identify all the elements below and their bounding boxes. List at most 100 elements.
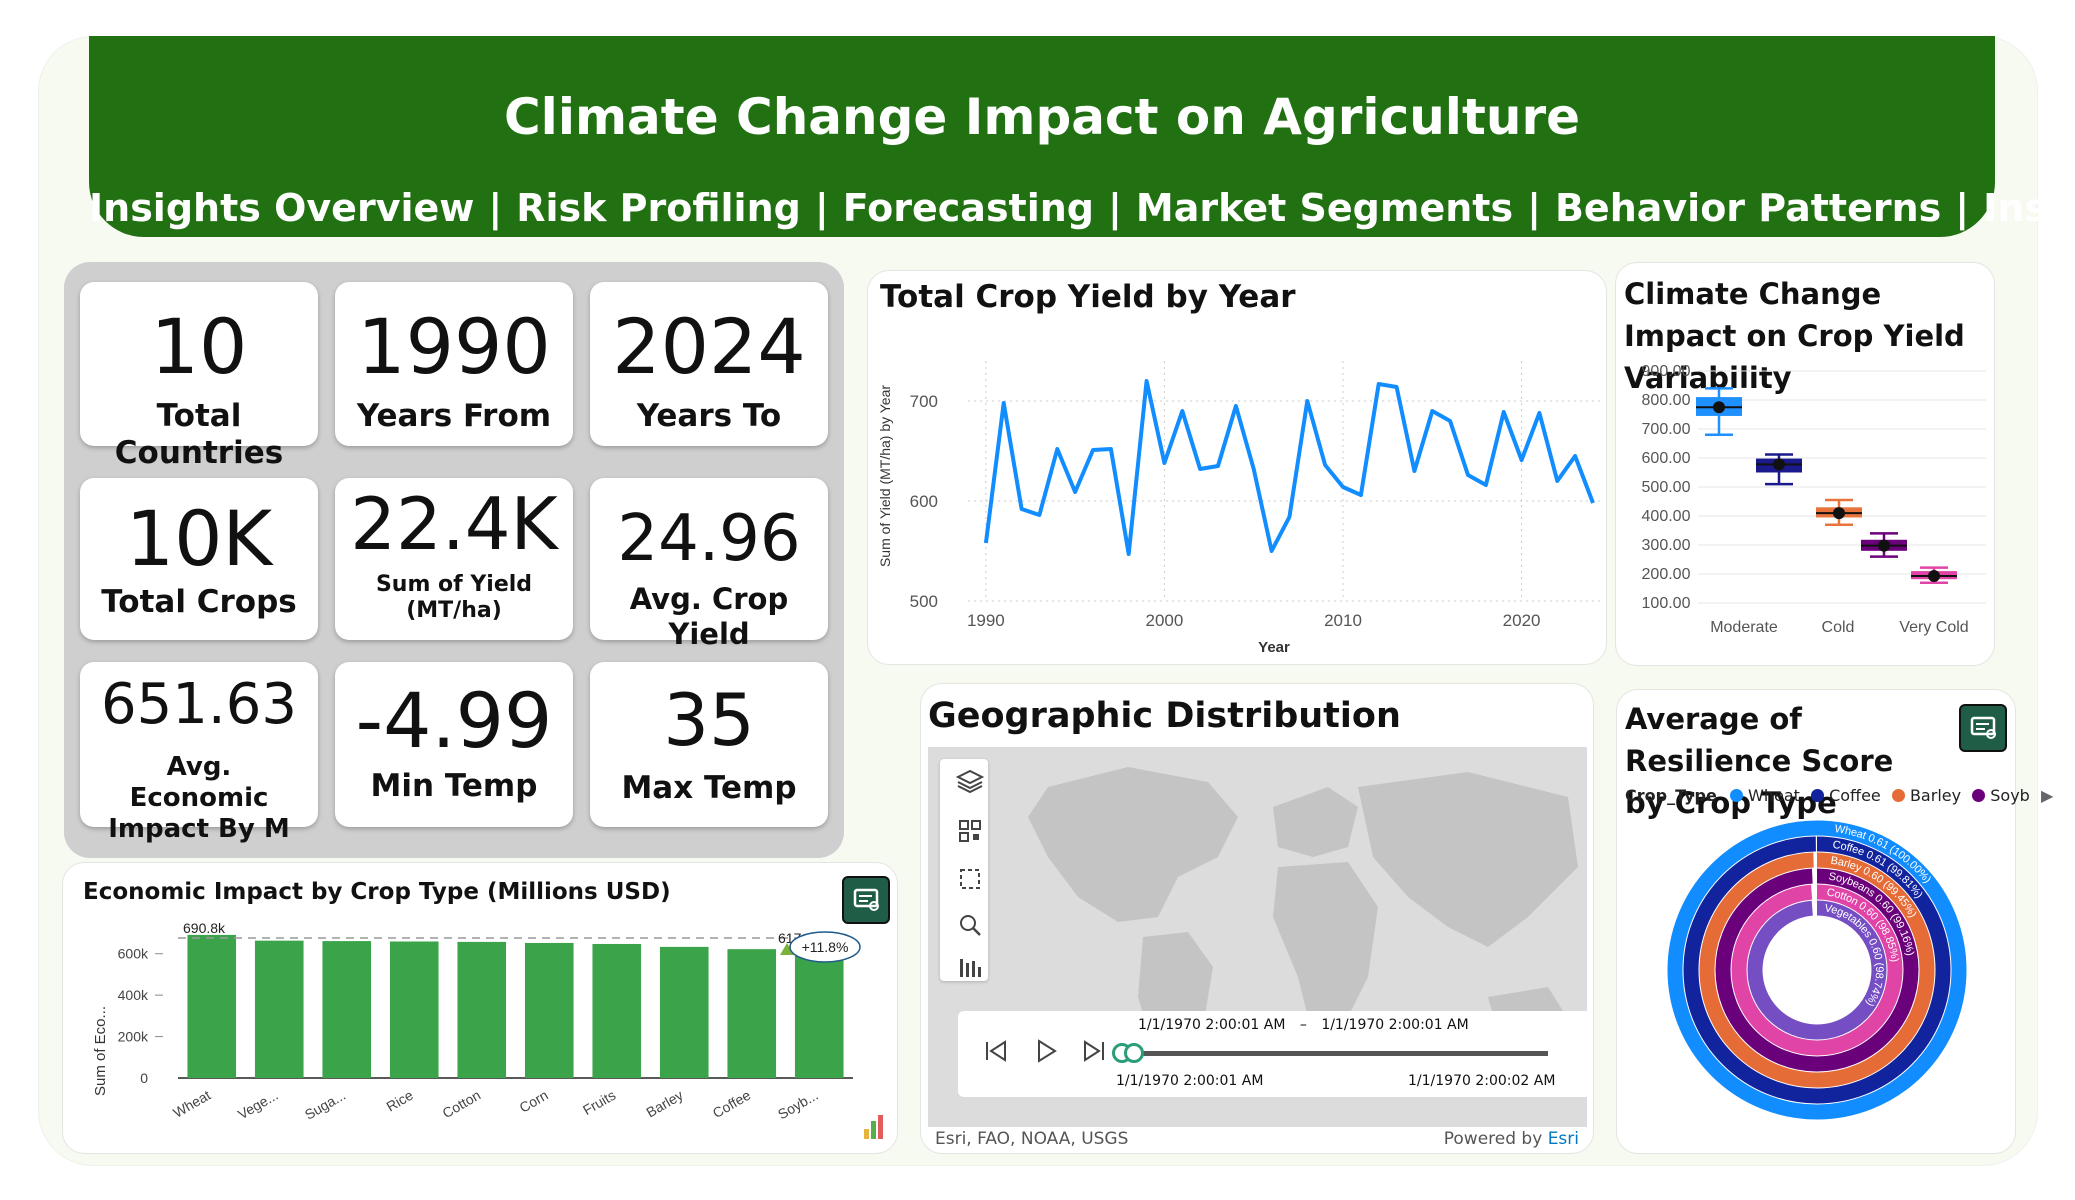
- kpi-value: 35: [663, 678, 755, 762]
- bar[interactable]: [254, 940, 304, 1078]
- bar[interactable]: [727, 949, 777, 1078]
- box-plot-item[interactable]: [1816, 498, 1862, 526]
- bar[interactable]: [389, 941, 439, 1078]
- nav-separator: |: [488, 186, 503, 230]
- select-area-icon[interactable]: [954, 863, 986, 895]
- layers-icon[interactable]: [954, 765, 986, 797]
- bar[interactable]: [322, 941, 372, 1078]
- radial-chart-card[interactable]: Average of Resilience Score by Crop Type…: [1616, 689, 2053, 1154]
- box-plot-item[interactable]: [1696, 387, 1742, 437]
- qr-grid-icon[interactable]: [954, 815, 986, 847]
- bar-xtick-label: Soyb...: [775, 1087, 821, 1123]
- box-xtick-label: Moderate: [1710, 619, 1778, 636]
- bar-chart-plot: 0 200k 400k 600k Wheat Vege... Suga... Rice Cot…: [92, 920, 883, 1139]
- nav-separator: |: [1108, 186, 1122, 230]
- bar[interactable]: [659, 946, 709, 1078]
- bar[interactable]: [794, 950, 844, 1078]
- bar-xtick-label: Rice: [383, 1087, 415, 1115]
- box-ytick-label: 300.00: [1642, 537, 1691, 554]
- line-ytick-label: 700: [910, 392, 938, 411]
- kpi-max-temp[interactable]: 35 Max Temp: [590, 662, 828, 827]
- kpi-years-to[interactable]: 2024 Years To: [590, 282, 828, 446]
- time-dash: –: [1299, 1017, 1307, 1033]
- box-chart-card[interactable]: Climate Change Impact on Crop Yield Vari…: [1615, 262, 1995, 666]
- esri-link[interactable]: Esri: [1547, 1129, 1579, 1149]
- variance-badge[interactable]: [789, 931, 861, 963]
- kpi-sum-of-yield[interactable]: 22.4K Sum of Yield (MT/ha): [335, 478, 573, 640]
- map-area[interactable]: 1/1/1970 2:00:01 AM – 1/1/1970 2:00:01 A…: [928, 747, 1587, 1127]
- kpi-label: Total Crops: [101, 584, 297, 620]
- bar[interactable]: [592, 943, 642, 1078]
- map-card[interactable]: Geographic Distribution: [920, 683, 1594, 1154]
- variance-arrow-icon: [780, 943, 794, 955]
- box-plot-item[interactable]: [1911, 566, 1957, 584]
- line-chart-card[interactable]: Total Crop Yield by Year 500 600 700 1990 2…: [867, 270, 1607, 665]
- map-toolbar: [940, 759, 988, 981]
- radial-bar[interactable]: [1715, 868, 1919, 1072]
- radial-bar[interactable]: [1731, 884, 1903, 1056]
- kpi-avg-crop-yield[interactable]: 24.96 Avg. Crop Yield: [590, 478, 828, 651]
- box-plot-item[interactable]: [1861, 532, 1907, 558]
- kpi-panel: 10 Total Countries 1990 Years From 2024 …: [64, 262, 844, 858]
- nav-risk-profiling[interactable]: Risk Profiling: [516, 186, 801, 230]
- bar-ytick-label: 0: [140, 1070, 148, 1086]
- bar[interactable]: [524, 942, 574, 1078]
- bar-xtick-label: Fruits: [580, 1087, 618, 1118]
- play-icon[interactable]: [1032, 1037, 1060, 1065]
- line-chart-series[interactable]: [983, 379, 1595, 556]
- kpi-min-temp[interactable]: -4.99 Min Temp: [335, 662, 573, 827]
- kpi-avg-economic-impact[interactable]: 651.63 Avg. Economic Impact By M: [80, 662, 318, 844]
- legend-item-barley[interactable]: Barley: [1891, 786, 1961, 805]
- bar-chart-ylabel: Sum of Eco...: [92, 1006, 109, 1096]
- kpi-total-crops[interactable]: 10K Total Crops: [80, 478, 318, 640]
- radial-bar[interactable]: [1683, 836, 1951, 1104]
- time-slider-panel: 1/1/1970 2:00:01 AM – 1/1/1970 2:00:01 A…: [958, 1011, 1587, 1097]
- box-plot-item[interactable]: [1756, 453, 1802, 486]
- bar-xtick-label: Suga...: [302, 1087, 348, 1123]
- bar[interactable]: [457, 941, 507, 1078]
- box-xtick-label: Very Cold: [1899, 619, 1968, 636]
- bar-first-label: 690.8k: [183, 920, 226, 936]
- bar[interactable]: [187, 934, 237, 1078]
- radial-bar[interactable]: [1667, 820, 1967, 1120]
- bar-xtick-label: Coffee: [710, 1087, 754, 1121]
- nav-separator: |: [814, 186, 829, 230]
- radial-bar[interactable]: [1747, 900, 1887, 1040]
- smart-narrative-icon[interactable]: [842, 876, 890, 924]
- bar-chart-card[interactable]: Economic Impact by Crop Type (Millions U…: [62, 862, 898, 1154]
- chart-icon[interactable]: [954, 951, 986, 983]
- nav-separator: |: [1955, 186, 1970, 230]
- legend-item-wheat[interactable]: Wheat: [1729, 786, 1800, 805]
- box-ytick-label: 500.00: [1642, 479, 1691, 496]
- time-slider-handle-end[interactable]: [1124, 1043, 1144, 1063]
- nav-behavior-patterns[interactable]: Behavior Patterns: [1554, 186, 1942, 230]
- line-xtick-label: 2000: [1146, 611, 1184, 630]
- kpi-years-from[interactable]: 1990 Years From: [335, 282, 573, 446]
- line-ytick-label: 500: [910, 592, 938, 611]
- radial-bar[interactable]: [1699, 852, 1935, 1088]
- range-min-label: 1/1/1970 2:00:01 AM: [1116, 1073, 1264, 1089]
- nav-forecasting[interactable]: Forecasting: [842, 186, 1095, 230]
- kpi-value: -4.99: [355, 676, 553, 765]
- kpi-total-countries[interactable]: 10 Total Countries: [80, 282, 318, 471]
- legend-next-arrow-icon[interactable]: ▶: [2040, 786, 2054, 805]
- legend-item-coffee[interactable]: Coffee: [1811, 786, 1881, 805]
- legend-item-soyb[interactable]: Soyb: [1972, 786, 2030, 805]
- smart-narrative-icon[interactable]: [1959, 704, 2007, 752]
- box-ytick-label: 600.00: [1642, 450, 1691, 467]
- bar-chart-title: Economic Impact by Crop Type (Millions U…: [83, 879, 671, 905]
- radial-legend: Crop_Type Wheat Coffee Barley Soyb ▶: [1625, 786, 2053, 805]
- skip-back-icon[interactable]: [982, 1037, 1010, 1065]
- chart-corner-icon: [864, 1115, 883, 1139]
- nav-insights[interactable]: Insights: [1983, 186, 2075, 230]
- nav-market-segments[interactable]: Market Segments: [1135, 186, 1514, 230]
- line-chart-plot: 500 600 700 1990 2000 2010 2020 Year Sum of Y…: [877, 361, 1603, 656]
- box-ytick-label: 800.00: [1642, 392, 1691, 409]
- search-icon[interactable]: [954, 909, 986, 941]
- nav-insights-overview[interactable]: Insights Overview: [89, 186, 475, 230]
- kpi-value: 2024: [612, 302, 806, 391]
- skip-forward-icon[interactable]: [1080, 1037, 1108, 1065]
- powered-by-text: Powered by: [1443, 1129, 1543, 1149]
- time-slider-track[interactable]: [1118, 1051, 1548, 1056]
